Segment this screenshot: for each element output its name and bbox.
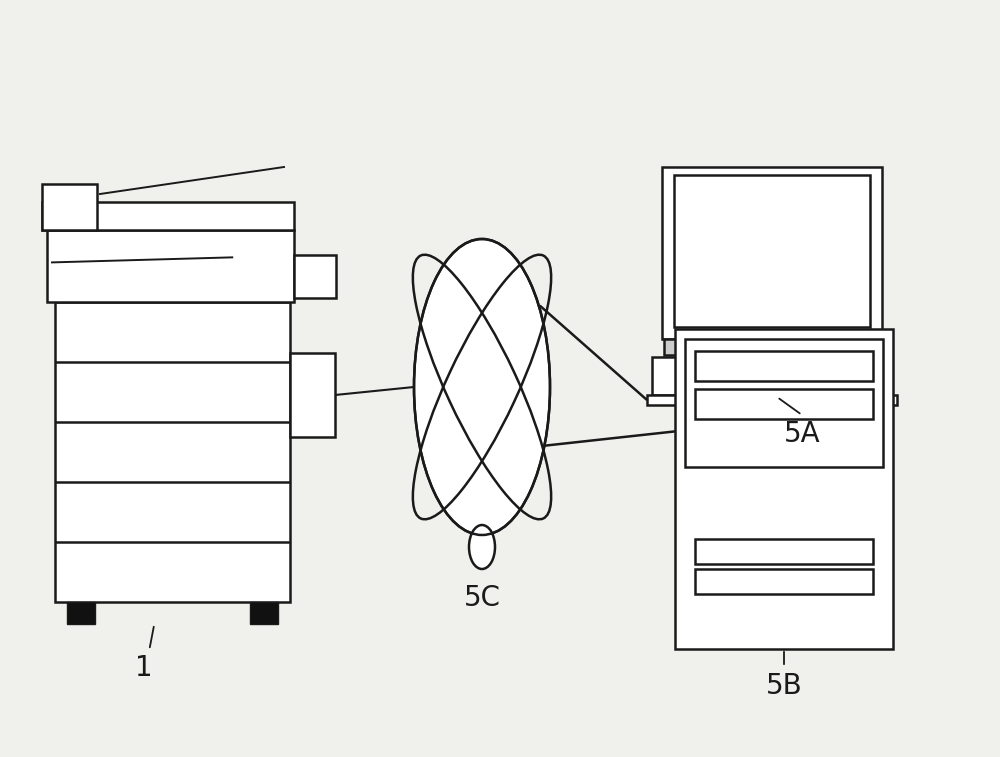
Bar: [695, 351, 873, 381]
Text: 1: 1: [135, 654, 153, 682]
Bar: [695, 569, 873, 594]
Bar: [680, 337, 718, 357]
Text: 5B: 5B: [766, 672, 802, 700]
Bar: [42, 202, 294, 230]
Bar: [290, 353, 335, 437]
Bar: [695, 539, 873, 564]
Bar: [647, 395, 897, 405]
Bar: [685, 339, 883, 467]
Bar: [250, 602, 278, 624]
Bar: [675, 329, 893, 649]
Bar: [826, 337, 864, 357]
Bar: [747, 372, 797, 385]
Bar: [42, 184, 97, 230]
Bar: [652, 357, 892, 395]
Ellipse shape: [414, 239, 550, 535]
Bar: [662, 167, 882, 339]
Text: 5C: 5C: [464, 584, 501, 612]
Ellipse shape: [469, 525, 495, 569]
Bar: [695, 389, 873, 419]
Bar: [55, 302, 290, 602]
Bar: [47, 230, 294, 302]
Bar: [294, 255, 336, 298]
Text: 5A: 5A: [784, 420, 820, 448]
Bar: [67, 602, 95, 624]
Bar: [664, 339, 880, 355]
Bar: [674, 175, 870, 327]
